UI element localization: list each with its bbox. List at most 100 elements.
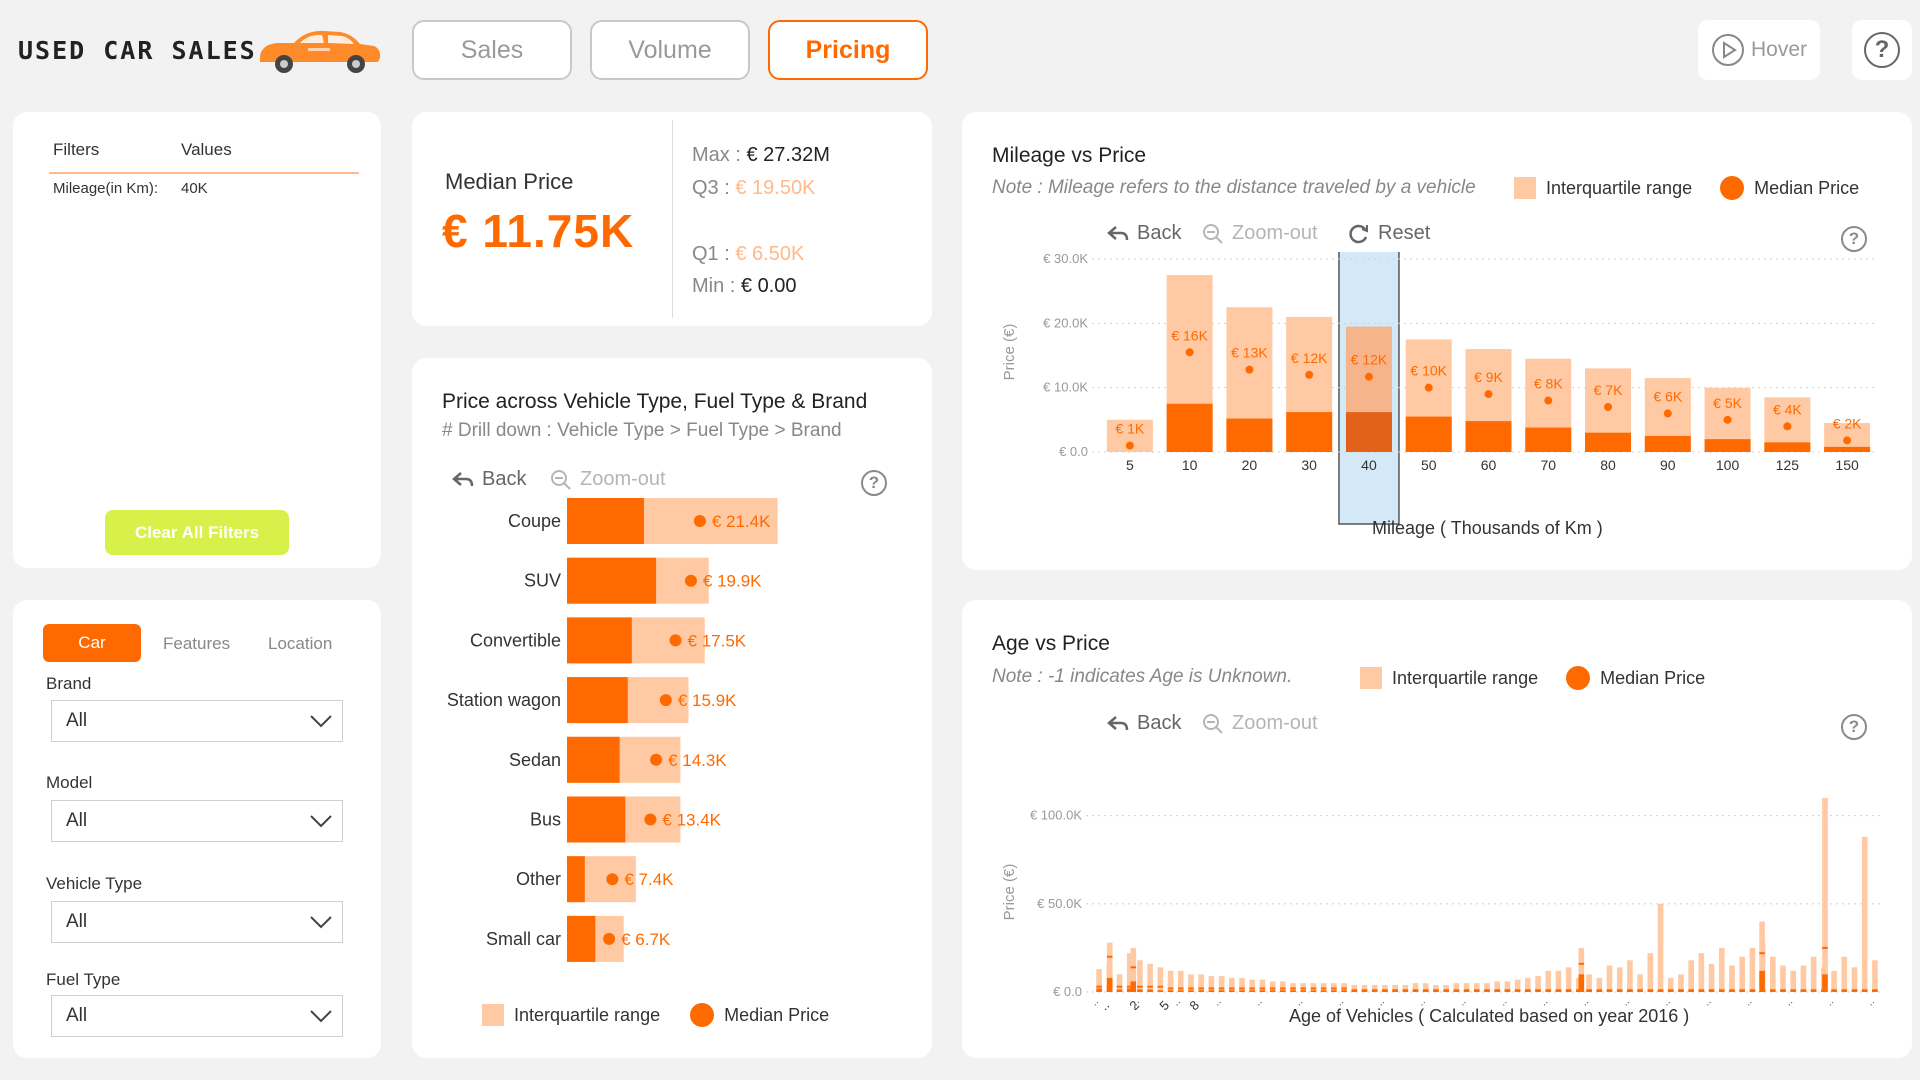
mileage-chart-card: Mileage vs Price Note : Mileage refers t… — [962, 112, 1912, 570]
age-median-mark — [1759, 952, 1765, 955]
age-median-mark — [1147, 985, 1153, 988]
age-iqr-bar — [1443, 984, 1449, 992]
vehicle-median-dot — [669, 634, 682, 647]
slicer-tab-car[interactable]: Car — [43, 624, 141, 662]
vehicle-type-dropdown[interactable]: All — [51, 901, 343, 943]
mileage-back-button[interactable]: Back — [1107, 222, 1181, 245]
mileage-help-icon[interactable]: ? — [1841, 226, 1867, 252]
mileage-median-label: € 4K — [1773, 401, 1802, 417]
age-iqr-bar — [1422, 983, 1429, 992]
slicer-tab-features[interactable]: Features — [163, 634, 231, 653]
age-iqr-bar — [1545, 970, 1552, 992]
mileage-legend: Interquartile range Median Price — [1514, 176, 1859, 200]
age-iqr-bar — [1371, 984, 1378, 992]
legend-iqr-swatch — [482, 1004, 504, 1026]
clear-all-filters-button[interactable]: Clear All Filters — [105, 510, 289, 555]
age-iqr-bar — [1616, 967, 1623, 992]
mileage-zoom-out-button[interactable]: Zoom-out — [1202, 222, 1318, 245]
vehicle-category-label: Other — [516, 869, 561, 889]
vehicle-back-button[interactable]: Back — [452, 468, 526, 491]
age-median-mark — [1269, 987, 1276, 990]
age-median-mark — [1249, 987, 1256, 990]
age-iqr-bar — [1535, 976, 1541, 992]
mileage-xtick-label: 70 — [1540, 457, 1556, 473]
age-median-mark — [1341, 987, 1347, 990]
age-median-mark — [1412, 989, 1419, 992]
slicer-tab-location[interactable]: Location — [268, 634, 333, 653]
kpi-min: Min : € 0.00 — [692, 275, 797, 298]
age-iqr-bar — [1130, 947, 1137, 992]
filters-card: Filters Values Mileage(in Km): 40K Clear… — [13, 112, 381, 568]
mileage-xtick-label: 100 — [1716, 457, 1740, 473]
age-median-mark — [1822, 946, 1828, 949]
kpi-divider — [672, 120, 673, 318]
age-iqr-bar — [1514, 979, 1521, 992]
age-median-mark — [1422, 989, 1429, 992]
age-lower-bar — [1228, 990, 1235, 992]
age-median-mark — [1739, 989, 1746, 992]
model-dropdown[interactable]: All — [51, 800, 343, 842]
vehicle-zoom-out-button[interactable]: Zoom-out — [550, 468, 666, 491]
vehicle-lower-bar — [567, 557, 657, 604]
model-label: Model — [46, 773, 93, 792]
age-iqr-bar — [1739, 956, 1746, 992]
zoom-out-icon — [551, 469, 571, 490]
vehicle-median-dot — [603, 932, 616, 945]
brand-dropdown[interactable]: All — [51, 700, 343, 742]
median-price-card: Median Price € 11.75K Max : € 27.32M Q3 … — [412, 112, 932, 326]
mileage-xtick-label: 150 — [1835, 457, 1859, 473]
hover-button[interactable]: Hover — [1698, 20, 1820, 80]
age-lower-bar — [1126, 988, 1133, 992]
mileage-ytick-label: € 10.0K — [1043, 380, 1088, 395]
age-xlabel: Age of Vehicles ( Calculated based on ye… — [1289, 1006, 1690, 1026]
mileage-xtick-label: 40 — [1361, 457, 1377, 473]
age-xtick-mark: .. — [1823, 996, 1836, 1009]
age-median-mark — [1392, 989, 1398, 992]
age-iqr-bar — [1667, 977, 1674, 992]
vehicle-median-label: € 17.5K — [688, 631, 747, 650]
age-iqr-bar — [1841, 956, 1848, 992]
tab-sales[interactable]: Sales — [412, 20, 572, 80]
age-median-mark — [1208, 987, 1215, 990]
kpi-value: € 11.75K — [442, 205, 635, 257]
age-median-mark — [1514, 989, 1521, 992]
age-median-mark — [1504, 989, 1511, 992]
age-median-mark — [1259, 987, 1266, 990]
age-zoom-out-button[interactable]: Zoom-out — [1202, 712, 1318, 735]
age-median-mark — [1177, 987, 1184, 990]
age-median-mark — [1402, 989, 1409, 992]
filters-col-header: Filters — [53, 140, 100, 159]
age-lower-bar — [1290, 990, 1296, 992]
kpi-max: Max : € 27.32M — [692, 144, 830, 167]
age-help-icon[interactable]: ? — [1841, 714, 1867, 740]
vehicle-chart-title: Price across Vehicle Type, Fuel Type & B… — [442, 390, 868, 413]
mileage-lower-bar — [1286, 412, 1333, 452]
age-median-mark — [1555, 989, 1562, 992]
age-median-mark — [1596, 989, 1603, 992]
age-median-mark — [1361, 989, 1368, 992]
age-median-mark — [1106, 955, 1113, 958]
age-median-mark — [1627, 989, 1633, 992]
age-median-mark — [1872, 989, 1878, 992]
fuel-type-dropdown[interactable]: All — [51, 995, 343, 1037]
vehicle-lower-bar — [567, 915, 596, 962]
legend-iqr-swatch — [1514, 177, 1536, 199]
age-iqr-bar — [1565, 967, 1572, 992]
age-iqr-bar — [1188, 974, 1194, 992]
age-back-button[interactable]: Back — [1107, 712, 1181, 735]
mileage-lower-bar — [1824, 446, 1871, 452]
age-iqr-bar — [1770, 956, 1776, 992]
age-iqr-bar — [1402, 984, 1409, 992]
vehicle-help-icon[interactable]: ? — [861, 470, 887, 496]
tab-volume[interactable]: Volume — [590, 20, 750, 80]
help-button[interactable]: ? — [1852, 20, 1912, 80]
tab-pricing[interactable]: Pricing — [768, 20, 928, 80]
age-iqr-bar — [1596, 977, 1603, 992]
age-iqr-bar — [1218, 976, 1225, 992]
chevron-down-icon — [310, 715, 332, 728]
age-median-mark — [1790, 989, 1797, 992]
mileage-reset-button[interactable]: Reset — [1348, 222, 1430, 245]
age-median-mark — [1525, 989, 1531, 992]
back-label: Back — [1137, 712, 1182, 734]
vehicle-chart-subtitle: # Drill down : Vehicle Type > Fuel Type … — [442, 420, 842, 441]
